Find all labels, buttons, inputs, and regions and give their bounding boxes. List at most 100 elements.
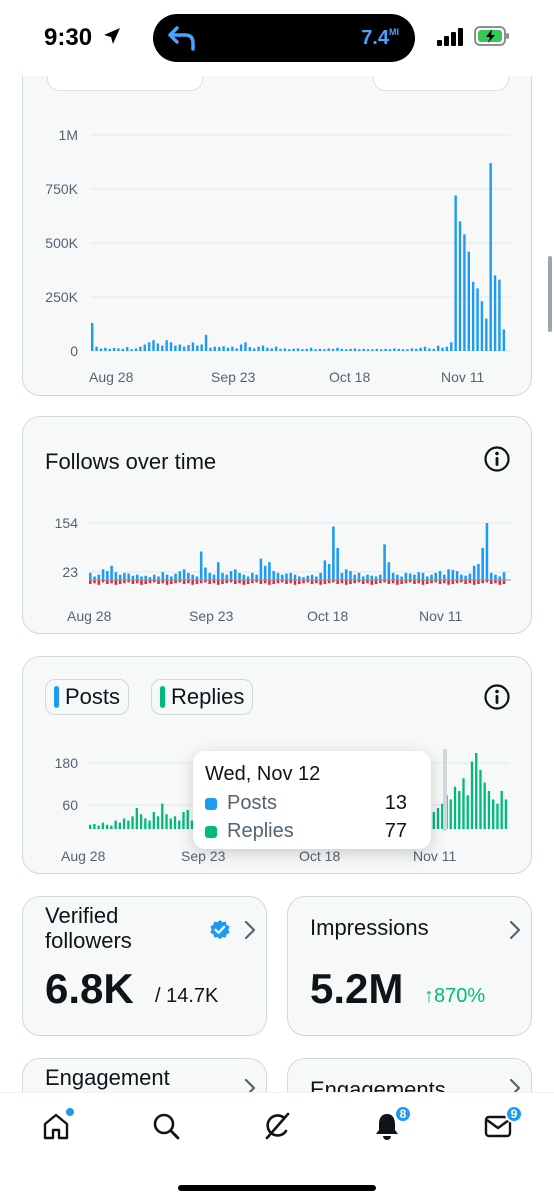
follow-bar	[302, 577, 305, 580]
bar	[301, 349, 304, 351]
unfollow-bar	[323, 580, 327, 584]
y-tick-label: 0	[70, 343, 78, 359]
tab-messages[interactable]: 9	[483, 1105, 523, 1141]
reply-bar	[466, 795, 469, 829]
unfollow-bar	[421, 580, 425, 585]
follow-bar	[144, 575, 148, 580]
follow-bar	[361, 576, 365, 580]
unfollow-bar	[259, 580, 263, 584]
follow-bar	[332, 526, 335, 580]
unfollow-bar	[430, 580, 433, 584]
info-icon[interactable]	[483, 445, 511, 473]
unfollow-bar	[135, 580, 139, 584]
reply-bar	[479, 769, 482, 829]
unfollow-bar	[357, 580, 361, 583]
notifications-badge: 8	[394, 1105, 412, 1123]
verified-followers-card[interactable]: Verified followers 6.8K / 14.7K	[22, 896, 267, 1036]
tab-grok[interactable]	[262, 1111, 292, 1141]
dynamic-island[interactable]: 7.4MI	[153, 14, 415, 62]
unfollow-bar	[289, 580, 293, 584]
follow-bar	[421, 572, 425, 580]
follow-bar	[327, 563, 331, 580]
unfollow-bar	[298, 580, 301, 584]
x-tick-label: Oct 18	[307, 608, 348, 624]
bar	[117, 348, 120, 351]
tab-search[interactable]	[151, 1111, 181, 1141]
unfollow-bar	[413, 580, 416, 584]
unfollow-bar	[225, 580, 229, 584]
unfollow-bar	[370, 580, 374, 585]
bar	[419, 347, 422, 351]
unfollow-bar	[144, 580, 148, 584]
bar	[239, 344, 243, 351]
follow-bar	[127, 573, 130, 580]
scrollbar[interactable]	[548, 256, 552, 332]
bar	[393, 348, 396, 351]
follow-bar	[477, 563, 480, 580]
bar	[432, 348, 435, 351]
follow-bar	[425, 576, 429, 580]
unfollow-bar	[187, 580, 190, 584]
unfollow-bar	[451, 580, 455, 584]
bar	[174, 345, 177, 351]
follow-bar	[391, 572, 395, 580]
unfollow-bar	[383, 580, 386, 583]
reply-bar	[127, 820, 130, 829]
home-indicator[interactable]	[178, 1185, 376, 1191]
follows-chart: 154 23 Aug 28 Sep 23 Oct 18 Nov 11	[55, 515, 511, 624]
follow-bar	[489, 572, 493, 580]
unfollow-bar	[276, 580, 280, 584]
bar	[309, 347, 313, 351]
card-title: Follows over time	[45, 449, 217, 474]
bar	[336, 347, 339, 351]
chevron-right-icon	[244, 920, 256, 940]
bar	[366, 349, 370, 351]
reply-bar	[186, 810, 189, 829]
x-tick-label: Sep 23	[211, 369, 256, 385]
bar	[147, 342, 151, 351]
follow-bar	[178, 571, 182, 580]
replies-legend-toggle[interactable]: Replies	[151, 679, 254, 715]
posts-legend-toggle[interactable]: Posts	[45, 679, 130, 715]
unfollow-bar	[319, 580, 322, 585]
tooltip-posts-value: 13	[384, 792, 407, 814]
reply-bar	[165, 814, 168, 829]
follow-bar	[336, 547, 339, 580]
bar	[454, 195, 457, 351]
follow-bar	[298, 576, 301, 580]
impressions-card[interactable]: Impressions 5.2M ↑870%	[287, 896, 532, 1036]
bar	[182, 346, 186, 351]
follow-bar	[106, 571, 109, 580]
bar	[288, 349, 291, 351]
location-arrow-icon	[104, 28, 120, 44]
follow-bar	[481, 547, 484, 580]
follow-bar	[451, 570, 455, 580]
follow-bar	[229, 571, 233, 580]
replies-legend-label: Replies	[171, 684, 245, 709]
tab-home[interactable]	[41, 1108, 74, 1141]
reply-bar	[504, 799, 508, 829]
follow-bar	[89, 572, 92, 580]
follow-bar	[413, 574, 416, 580]
unfollow-bar	[366, 580, 369, 584]
info-icon[interactable]	[483, 683, 511, 711]
unfollow-bar	[387, 580, 391, 584]
follow-bar	[114, 572, 118, 580]
y-tick-label: 180	[55, 755, 79, 771]
reply-bar	[173, 816, 177, 829]
status-bar: 9:30 7.4MI	[0, 0, 554, 76]
bar	[266, 347, 269, 351]
verified-followers-value: 6.8K	[45, 965, 134, 1012]
grok-icon	[265, 1112, 290, 1140]
tab-notifications[interactable]: 8	[372, 1105, 412, 1141]
unfollow-bar	[379, 580, 382, 584]
reply-bar	[432, 812, 435, 829]
follow-bar	[447, 569, 450, 580]
unfollow-bar	[434, 580, 438, 583]
unfollow-bar	[315, 580, 318, 584]
follow-bar	[315, 576, 318, 580]
bar	[463, 234, 466, 351]
messages-badge: 9	[505, 1105, 523, 1123]
stat-title: Impressions	[310, 915, 429, 940]
bottom-tab-bar: 8 9	[0, 1092, 554, 1200]
